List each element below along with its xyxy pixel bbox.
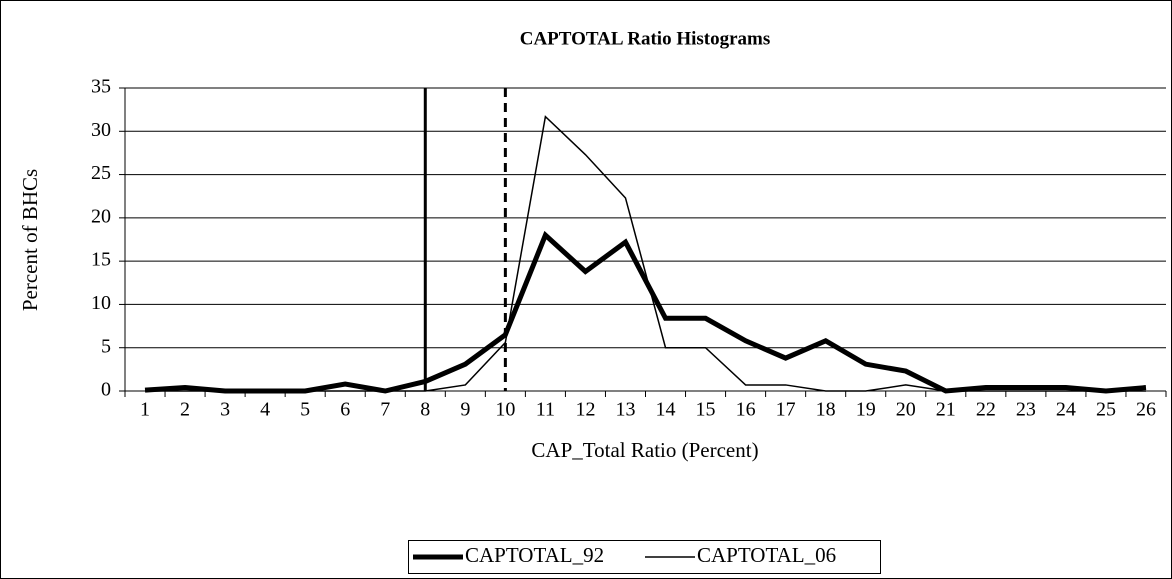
y-tick-label: 15 xyxy=(91,249,111,271)
x-tick-label: 15 xyxy=(696,399,716,421)
x-tick-label: 4 xyxy=(260,399,270,421)
x-tick-label: 20 xyxy=(896,399,916,421)
chart-title: CAPTOTAL Ratio Histograms xyxy=(520,28,771,49)
x-axis-label: CAP_Total Ratio (Percent) xyxy=(531,438,758,462)
x-tick-label: 13 xyxy=(615,399,635,421)
x-tick-label: 25 xyxy=(1096,399,1116,421)
legend-label: CAPTOTAL_92 xyxy=(465,543,604,567)
y-tick-label: 20 xyxy=(91,205,111,227)
x-tick-label: 9 xyxy=(460,399,470,421)
series-line xyxy=(144,230,1147,394)
x-tick-label: 5 xyxy=(300,399,310,421)
x-tick-label: 21 xyxy=(936,399,956,421)
legend xyxy=(408,540,881,574)
x-tick-label: 8 xyxy=(420,399,430,421)
legend-label: CAPTOTAL_06 xyxy=(697,543,836,567)
x-tick-label: 22 xyxy=(976,399,996,421)
y-tick-label: 5 xyxy=(101,335,111,357)
x-tick-label: 10 xyxy=(495,399,515,421)
y-axis-label: Percent of BHCs xyxy=(18,169,42,311)
x-tick-label: 11 xyxy=(536,399,555,421)
x-tick-label: 23 xyxy=(1016,399,1036,421)
x-tick-label: 3 xyxy=(220,399,230,421)
x-tick-label: 7 xyxy=(380,399,390,421)
x-tick-label: 16 xyxy=(736,399,756,421)
y-tick-label: 35 xyxy=(91,76,111,98)
x-tick-label: 14 xyxy=(656,399,676,421)
y-tick-label: 0 xyxy=(101,379,111,401)
x-tick-label: 6 xyxy=(340,399,350,421)
x-tick-label: 24 xyxy=(1056,399,1076,421)
x-tick-label: 12 xyxy=(575,399,595,421)
x-tick-label: 1 xyxy=(140,399,150,421)
x-tick-label: 18 xyxy=(816,399,836,421)
y-tick-label: 25 xyxy=(91,162,111,184)
x-tick-label: 2 xyxy=(180,399,190,421)
x-tick-label: 17 xyxy=(776,399,796,421)
y-tick-label: 30 xyxy=(91,119,111,141)
x-tick-label: 26 xyxy=(1136,399,1156,421)
y-tick-label: 10 xyxy=(91,292,111,314)
x-tick-label: 19 xyxy=(856,399,876,421)
